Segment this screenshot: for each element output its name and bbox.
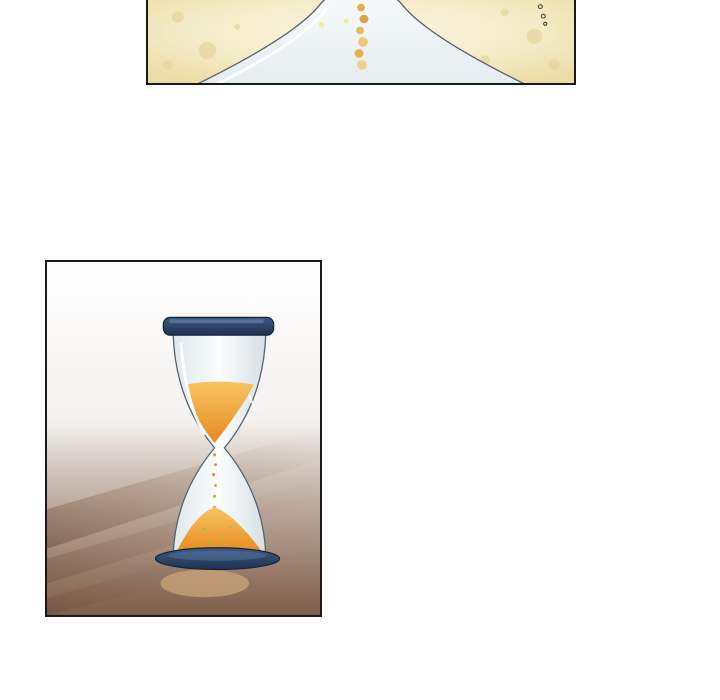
background-speckles — [162, 8, 561, 71]
sand-closeup-illustration — [148, 0, 574, 83]
glass-glint — [248, 395, 257, 411]
glass-highlight — [215, 4, 330, 83]
upper-sand — [184, 381, 254, 443]
sand-sparkles — [203, 525, 232, 545]
glass-shine — [179, 342, 206, 436]
bottom-base-highlight — [168, 550, 267, 561]
top-cap-highlight — [169, 319, 264, 324]
panel-hourglass — [45, 260, 322, 617]
lower-sand — [176, 507, 263, 553]
hourglass-illustration — [47, 262, 320, 615]
panel-sand-closeup — [146, 0, 576, 85]
hourglass-shadow — [160, 569, 250, 598]
sparkle-bubbles — [537, 4, 548, 26]
sand-stream — [318, 3, 369, 70]
